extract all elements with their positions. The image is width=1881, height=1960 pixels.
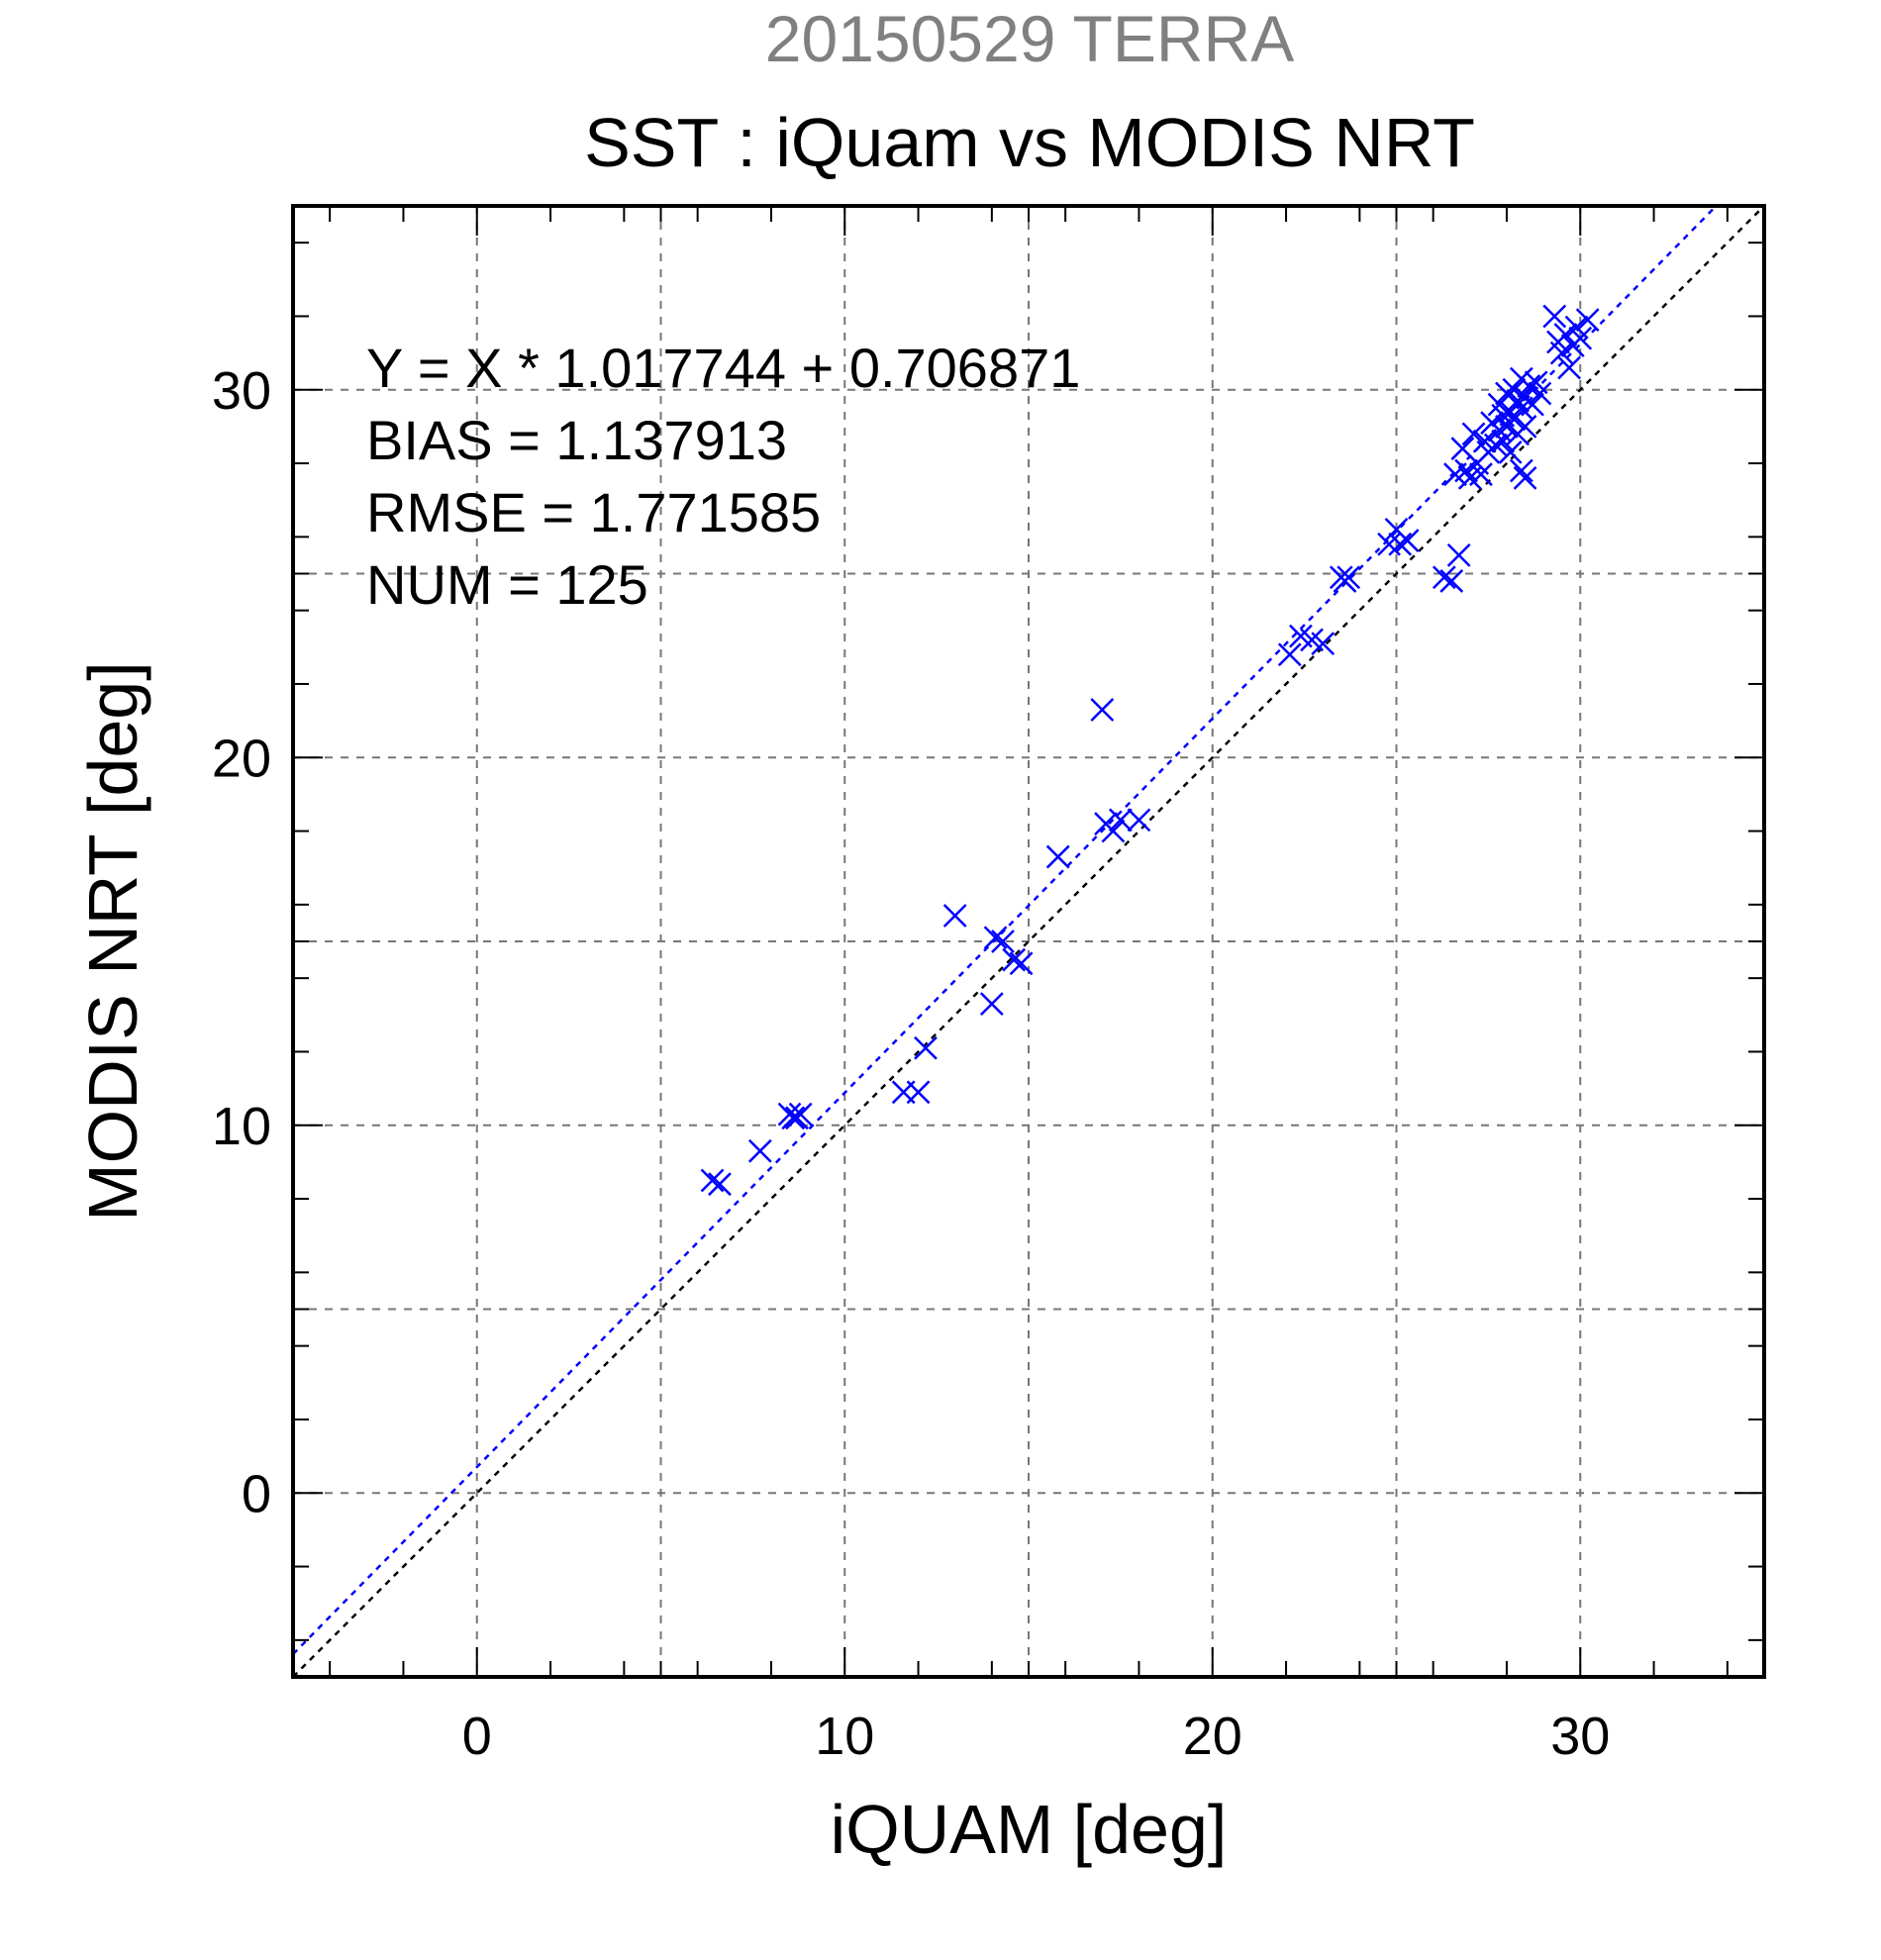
data-point <box>1498 441 1523 464</box>
axis-ticks: 0 10 20 30 0 10 20 30 <box>212 206 1764 1766</box>
data-point <box>1395 529 1420 552</box>
data-point <box>1002 947 1027 972</box>
num-value: NUM = 125 <box>366 553 648 616</box>
data-points <box>700 304 1600 1197</box>
data-point <box>747 1138 772 1163</box>
x-tick-label: 10 <box>815 1707 874 1766</box>
data-point <box>983 926 1008 950</box>
data-point <box>1513 415 1537 439</box>
chart-subtitle: SST : iQuam vs MODIS NRT <box>584 104 1475 181</box>
data-point <box>1575 308 1600 333</box>
data-point <box>708 1172 732 1197</box>
data-point <box>1127 808 1151 833</box>
data-point <box>1528 381 1552 406</box>
data-point <box>1432 565 1456 590</box>
data-point <box>942 904 967 928</box>
data-point <box>788 1102 813 1127</box>
data-point <box>1101 819 1126 843</box>
data-point <box>1502 407 1527 432</box>
data-point <box>1388 532 1413 556</box>
data-point <box>1311 632 1336 655</box>
y-tick-label: 10 <box>212 1097 271 1156</box>
data-point <box>1506 389 1530 413</box>
data-point <box>1553 323 1578 346</box>
data-point <box>1469 462 1493 487</box>
data-point <box>991 930 1015 953</box>
data-point <box>781 1106 806 1130</box>
data-point <box>1483 433 1508 457</box>
data-point <box>1045 844 1070 869</box>
data-point <box>1461 422 1486 446</box>
data-point <box>1277 642 1302 667</box>
data-point <box>700 1168 725 1193</box>
data-point <box>914 1035 938 1060</box>
data-point <box>1521 392 1544 417</box>
y-tick-label: 30 <box>212 361 271 421</box>
data-point <box>1009 951 1034 976</box>
data-point <box>1568 326 1593 350</box>
x-axis-label: iQUAM [deg] <box>831 1791 1228 1868</box>
data-point <box>1377 532 1401 556</box>
y-tick-label: 20 <box>212 729 271 788</box>
data-point <box>1513 466 1537 490</box>
chart-title: 20150529 TERRA <box>765 2 1294 75</box>
x-tick-label: 30 <box>1550 1707 1610 1766</box>
y-axis-label: MODIS NRT [deg] <box>74 661 151 1221</box>
data-point <box>1491 429 1516 453</box>
data-point <box>1542 304 1567 329</box>
data-point <box>1446 543 1471 567</box>
identity-line <box>292 205 1765 1678</box>
data-point <box>1454 458 1478 483</box>
bias-value: BIAS = 1.137913 <box>366 409 787 471</box>
data-point <box>1509 458 1534 483</box>
data-point <box>1549 341 1574 365</box>
x-tick-label: 20 <box>1183 1707 1242 1766</box>
data-point <box>1108 808 1133 833</box>
x-tick-label: 0 <box>462 1707 492 1766</box>
plot-frame <box>291 204 1766 1679</box>
data-point <box>906 1080 931 1105</box>
data-point <box>1517 374 1541 398</box>
data-point <box>1090 698 1115 722</box>
data-point <box>979 992 1004 1017</box>
y-tick-label: 0 <box>242 1464 271 1523</box>
data-point <box>1557 355 1581 380</box>
rmse-value: RMSE = 1.771585 <box>366 481 821 543</box>
data-point <box>1439 569 1464 593</box>
stats-box: Y = X * 1.017744 + 0.706871 BIAS = 1.137… <box>366 337 1080 616</box>
regression-equation: Y = X * 1.017744 + 0.706871 <box>366 337 1080 399</box>
data-point <box>1336 565 1361 590</box>
